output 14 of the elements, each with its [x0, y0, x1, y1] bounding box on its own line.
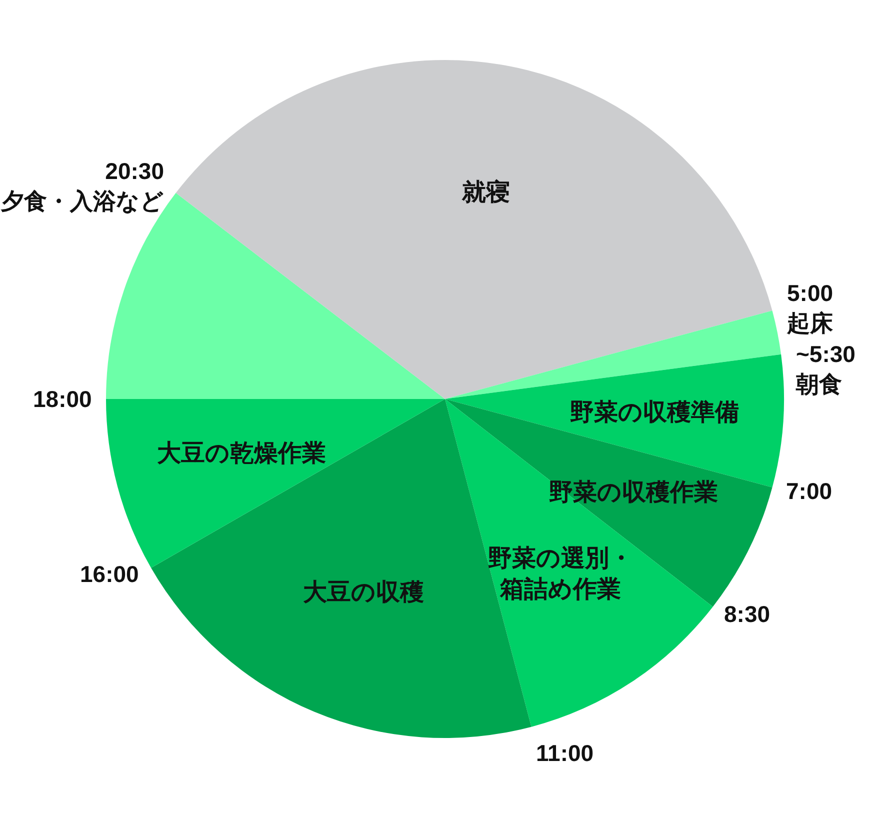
slice-label: 野菜の収穫作業 — [549, 479, 718, 506]
text: 18:00 — [33, 386, 92, 412]
text: ~5:30 朝食 — [795, 341, 856, 397]
text: 7:00 — [786, 478, 832, 504]
text: 20:30 夕食・入浴など — [0, 158, 164, 214]
text: 16:00 — [80, 561, 139, 587]
slice-label: 大豆の乾燥作業 — [157, 440, 326, 467]
text: 11:00 — [536, 740, 594, 766]
slice-label: 野菜の選別・箱詰め作業 — [488, 545, 633, 604]
slice-label: 就寝 — [461, 179, 510, 206]
text: 8:30 — [724, 601, 770, 627]
slice-label: 大豆の収穫 — [303, 579, 424, 606]
text: 5:00 起床 — [786, 280, 834, 336]
slice-label: 野菜の収穫準備 — [570, 399, 739, 426]
